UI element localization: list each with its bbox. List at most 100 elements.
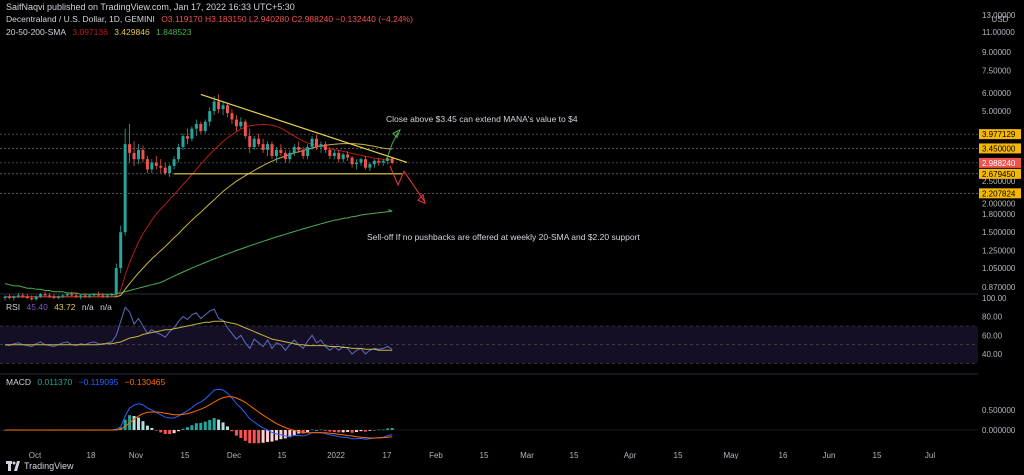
macd-histogram-bar xyxy=(177,430,181,432)
macd-histogram-bar xyxy=(137,417,140,430)
macd-histogram-bar xyxy=(181,428,185,430)
macd-histogram-bar xyxy=(292,430,296,436)
macd-histogram-bar xyxy=(386,428,390,430)
candle-body xyxy=(83,295,87,297)
candle-body xyxy=(212,101,216,112)
candle-body xyxy=(110,294,114,296)
candle-body xyxy=(25,296,29,298)
candle-body xyxy=(359,159,363,163)
time-axis[interactable]: Oct 18 Nov 15 Dec 15 2022 17 Feb 15 Mar 15 Apr 15 May 1… xyxy=(29,451,936,460)
price-level-badge-label: 2.207824 xyxy=(982,189,1016,198)
price-tick-label: 13.00000 xyxy=(982,11,1016,20)
macd-histogram-bar xyxy=(203,421,207,430)
candle-body xyxy=(337,152,341,160)
candle-body xyxy=(297,146,301,150)
candle-body xyxy=(96,294,100,296)
macd-histogram-bar xyxy=(274,430,278,441)
candle-body xyxy=(226,105,229,114)
macd-tick-label: 0.000000 xyxy=(982,426,1016,435)
macd-label[interactable]: MACD xyxy=(6,377,32,387)
drawings-layer xyxy=(174,93,426,205)
candle-body xyxy=(92,294,96,296)
rsi-legend[interactable]: RSI 45.40 43.72 n/a n/a xyxy=(6,302,116,312)
macd-histogram-bar xyxy=(257,430,261,444)
candle-body xyxy=(79,295,83,297)
candle-body xyxy=(230,113,234,120)
sma20-line xyxy=(5,123,393,298)
candle-body xyxy=(163,167,167,174)
candle-body xyxy=(48,295,51,297)
candle-body xyxy=(194,123,198,129)
rsi-label[interactable]: RSI xyxy=(6,302,21,312)
candle-body xyxy=(283,152,287,160)
candle-body xyxy=(52,296,56,298)
macd-histogram-bar xyxy=(248,430,252,444)
price-tick-label: 5.00000 xyxy=(982,107,1011,116)
macd-histogram-bar xyxy=(141,421,145,430)
rsi-na-1: n/a xyxy=(81,302,94,312)
macd-histogram-bar xyxy=(381,429,385,431)
candle-body xyxy=(132,152,136,160)
symbol-title[interactable]: Decentraland / U.S. Dollar, 1D, GEMINI xyxy=(6,14,155,24)
macd-histogram-bar xyxy=(377,429,381,431)
candle-body xyxy=(141,149,145,160)
candle-body xyxy=(217,101,221,110)
candle-body xyxy=(274,149,278,156)
publisher-line: SaifNaqvi published on TradingView.com, … xyxy=(6,2,295,12)
candle-body xyxy=(239,121,243,127)
candlestick-layer xyxy=(3,94,394,301)
macd-histogram-bar xyxy=(341,430,345,433)
symbol-legend[interactable]: Decentraland / U.S. Dollar, 1D, GEMINI O… xyxy=(6,14,417,24)
macd-histogram-bar xyxy=(306,430,310,432)
sma-label[interactable]: 20-50-200-SMA xyxy=(6,27,67,37)
ohlc-values: O3.119170 H3.183150 L2.940280 C2.988240 … xyxy=(161,14,413,24)
price-tick-label: 7.50000 xyxy=(982,66,1011,75)
rsi-pane xyxy=(0,306,978,364)
candle-body xyxy=(7,296,11,298)
macd-histogram-bar xyxy=(372,430,376,431)
sma-legend[interactable]: 20-50-200-SMA 3.097136 3.429846 1.848523 xyxy=(6,27,196,37)
candle-body xyxy=(74,295,78,297)
candle-body xyxy=(257,138,261,145)
price-tick-label: 0.870000 xyxy=(982,283,1016,292)
candle-body xyxy=(168,165,172,174)
descending-trendline xyxy=(200,93,408,164)
price-tick-label: 1.500000 xyxy=(982,228,1016,237)
time-tick-label: 2022 xyxy=(327,451,345,460)
signal-value: −0.130465 xyxy=(124,377,166,387)
bearish-arrowhead xyxy=(417,193,426,205)
candle-body xyxy=(123,144,127,233)
macd-histogram-bar xyxy=(368,430,372,431)
macd-legend[interactable]: MACD 0.011370 −0.119095 −0.130465 xyxy=(6,377,169,387)
price-level-badge-label: 3.450000 xyxy=(982,144,1016,153)
candle-body xyxy=(119,232,123,269)
sma200-line xyxy=(4,210,393,295)
tradingview-logo[interactable]: TradingView xyxy=(6,461,74,471)
macd-histogram-bar xyxy=(159,430,163,433)
macd-histogram-bar xyxy=(163,430,167,434)
time-tick-label: 18 xyxy=(87,451,96,460)
candle-body xyxy=(363,159,367,168)
candle-body xyxy=(181,136,185,147)
time-tick-label: 15 xyxy=(480,451,489,460)
macd-histogram-bar xyxy=(337,430,341,433)
rsi-tick-label: 40.00 xyxy=(982,350,1003,359)
macd-histogram-bar xyxy=(217,419,221,430)
macd-histogram-bar xyxy=(168,430,172,434)
candle-body xyxy=(159,165,163,168)
candle-body xyxy=(328,149,332,156)
candle-body xyxy=(279,149,283,153)
macd-histogram-bar xyxy=(390,428,394,430)
time-tick-label: Dec xyxy=(227,451,241,460)
price-level-badge xyxy=(979,157,1021,168)
time-tick-label: Mar xyxy=(520,451,534,460)
macd-histogram-bar xyxy=(154,430,158,431)
sma200-extension xyxy=(387,209,393,212)
candle-body xyxy=(243,121,247,137)
time-tick-label: Feb xyxy=(429,451,443,460)
candle-body xyxy=(3,296,7,298)
macd-histogram-bar xyxy=(288,430,292,438)
price-tick-label: 1.250000 xyxy=(982,247,1016,256)
